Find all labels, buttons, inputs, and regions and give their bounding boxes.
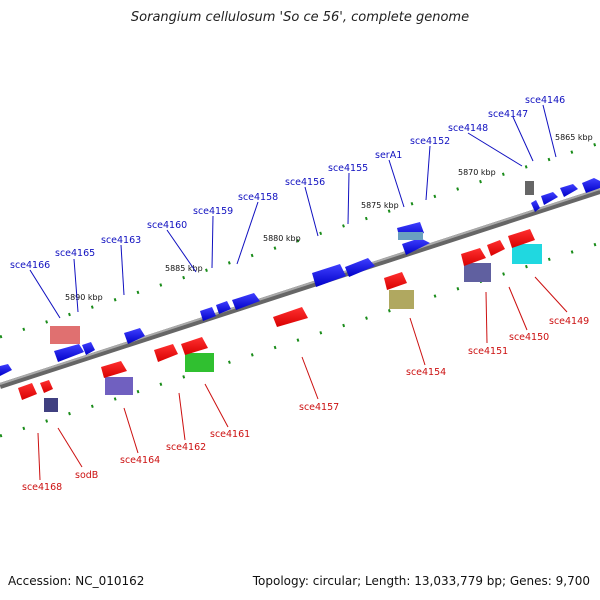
gene-arrow[interactable]	[82, 342, 95, 355]
gene-label[interactable]: sce4164	[120, 455, 160, 466]
gene-block[interactable]	[398, 232, 423, 240]
gene-label[interactable]: sce4148	[448, 123, 488, 134]
gene-block[interactable]	[50, 326, 80, 344]
label-leaders	[29, 104, 568, 481]
kbp-label: 5885 kbp	[165, 264, 203, 273]
gene-label[interactable]: sce4160	[147, 220, 187, 231]
gene-block[interactable]	[464, 263, 491, 282]
gene-arrow[interactable]	[487, 240, 505, 256]
gene-label[interactable]: sce4152	[410, 136, 450, 147]
kbp-label: 5865 kbp	[555, 133, 593, 142]
gene-block[interactable]	[389, 290, 414, 309]
gene-arrow[interactable]	[40, 380, 53, 393]
gene-label[interactable]: sce4158	[238, 192, 278, 203]
gene-arrow[interactable]	[508, 229, 535, 248]
gene-label[interactable]: sce4150	[509, 332, 549, 343]
gene-block[interactable]	[44, 398, 58, 412]
gene-label[interactable]: sce4157	[299, 402, 339, 413]
gene-block[interactable]	[185, 353, 214, 372]
gene-label[interactable]: sce4155	[328, 163, 368, 174]
gene-block[interactable]	[512, 244, 542, 264]
accession-label: Accession: NC_010162	[8, 574, 145, 588]
gene-label[interactable]: sce4159	[193, 206, 233, 217]
gene-label[interactable]: sodB	[75, 470, 98, 481]
genome-title: Sorangium cellulosum 'So ce 56', complet…	[130, 10, 470, 25]
gene-arrow[interactable]	[18, 383, 37, 400]
gene-arrow[interactable]	[531, 200, 540, 212]
kbp-label: 5875 kbp	[361, 201, 399, 210]
gene-arrow[interactable]	[273, 307, 308, 327]
gene-label[interactable]: sce4168	[22, 482, 62, 493]
kbp-label: 5870 kbp	[458, 168, 496, 177]
gene-label[interactable]: sce4163	[101, 235, 141, 246]
gene-block[interactable]	[105, 377, 133, 395]
gene-arrow[interactable]	[384, 272, 407, 290]
gene-label[interactable]: serA1	[375, 150, 402, 161]
gene-arrow[interactable]	[560, 184, 578, 197]
gene-arrow[interactable]	[54, 344, 84, 362]
gene-arrow[interactable]	[312, 264, 346, 287]
gene-label[interactable]: sce4156	[285, 177, 325, 188]
gene-label[interactable]: sce4154	[406, 367, 446, 378]
gene-label[interactable]: sce4149	[549, 316, 589, 327]
gene-label[interactable]: sce4146	[525, 95, 565, 106]
gene-arrow[interactable]	[232, 293, 260, 310]
genome-summary: Topology: circular; Length: 13,033,779 b…	[252, 574, 590, 588]
gene-arrow[interactable]	[345, 258, 375, 277]
gene-block[interactable]	[525, 181, 534, 195]
gene-arrow[interactable]	[101, 361, 127, 378]
gene-label[interactable]: sce4165	[55, 248, 95, 259]
gene-label[interactable]: sce4162	[166, 442, 206, 453]
gene-label[interactable]: sce4161	[210, 429, 250, 440]
gene-arrow[interactable]	[124, 328, 145, 344]
gene-arrow[interactable]	[181, 337, 208, 355]
reverse-genes	[18, 229, 535, 400]
gene-arrow[interactable]	[216, 301, 231, 314]
gene-arrow[interactable]	[461, 248, 486, 266]
gene-arrow[interactable]	[0, 364, 12, 376]
gene-arrow[interactable]	[582, 178, 600, 193]
gene-arrow[interactable]	[154, 344, 178, 362]
gene-label[interactable]: sce4147	[488, 109, 528, 120]
genome-backbone	[0, 188, 600, 389]
gene-arrow[interactable]	[402, 238, 430, 255]
gene-arrow[interactable]	[541, 192, 558, 205]
kbp-label: 5890 kbp	[65, 293, 103, 302]
gene-label[interactable]: sce4166	[10, 260, 50, 271]
kbp-label: 5880 kbp	[263, 234, 301, 243]
gene-label[interactable]: sce4151	[468, 346, 508, 357]
forward-genes	[0, 178, 600, 376]
gene-arrow[interactable]	[200, 307, 216, 321]
